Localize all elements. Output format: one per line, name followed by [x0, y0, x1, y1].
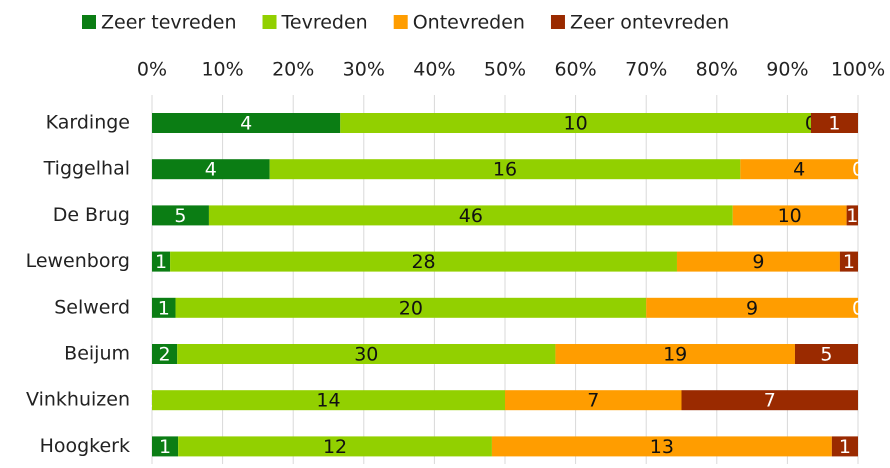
y-tick-label: Beijum	[64, 343, 130, 365]
data-label: 1	[846, 205, 858, 227]
x-tick-label: 80%	[696, 59, 738, 81]
bar-segment	[681, 390, 858, 411]
bar-segment	[794, 344, 858, 364]
bar-segment	[152, 297, 176, 318]
bar-segment	[208, 205, 733, 226]
data-label: 30	[354, 344, 378, 366]
legend-label: Ontevreden	[413, 12, 525, 34]
data-label: 13	[650, 436, 674, 458]
bar-segment	[491, 436, 832, 457]
x-tick-label: 30%	[343, 59, 385, 81]
data-label: 1	[159, 436, 171, 458]
bar-segment	[340, 113, 811, 133]
data-label: 7	[764, 390, 776, 412]
y-tick-label: Selwerd	[54, 296, 130, 318]
data-label: 9	[752, 251, 764, 273]
data-label: 12	[323, 436, 347, 458]
data-label: 16	[493, 159, 517, 181]
y-tick-label: Lewenborg	[26, 250, 130, 272]
x-tick-label: 90%	[766, 59, 808, 81]
data-label: 1	[158, 297, 170, 319]
data-label: 1	[155, 251, 167, 273]
legend-label: Zeer ontevreden	[570, 12, 729, 34]
bar-segment	[810, 113, 858, 133]
data-label: 1	[839, 436, 851, 458]
bar-segment	[175, 297, 647, 318]
bar-segment	[170, 251, 677, 272]
bar-segment	[740, 159, 858, 180]
bar-segment	[152, 113, 341, 133]
x-tick-label: 70%	[625, 59, 667, 81]
legend-swatch	[393, 15, 408, 29]
data-label: 9	[746, 297, 758, 319]
legend-label: Tevreden	[281, 12, 368, 34]
data-label: 7	[587, 390, 599, 412]
data-label: 20	[399, 297, 423, 319]
data-label: 10	[778, 205, 802, 227]
bar-segment	[152, 251, 171, 272]
x-tick-label: 40%	[413, 59, 455, 81]
y-tick-label: Vinkhuizen	[26, 389, 130, 411]
data-label: 4	[793, 159, 805, 181]
data-label: 4	[205, 159, 217, 181]
bar-segment	[152, 390, 505, 411]
y-tick-label: Kardinge	[46, 112, 130, 134]
x-tick-label: 60%	[554, 59, 596, 81]
data-label: 1	[828, 113, 840, 135]
legend-label: Zeer tevreden	[101, 12, 237, 34]
x-tick-label: 100%	[831, 59, 885, 81]
legend-swatch	[82, 15, 96, 29]
bar-segment	[152, 344, 178, 364]
data-label: 46	[459, 205, 483, 227]
x-tick-label: 50%	[484, 59, 526, 81]
bar-segment	[152, 436, 179, 457]
y-tick-label: De Brug	[53, 204, 130, 226]
legend-swatch	[262, 15, 277, 29]
data-label: 14	[316, 390, 340, 412]
data-label: 10	[564, 113, 588, 135]
data-label: 4	[240, 113, 252, 135]
bar-segment	[505, 390, 682, 411]
legend-swatch	[550, 15, 565, 29]
bar-segment	[839, 251, 858, 272]
bar-segment	[676, 251, 840, 272]
x-tick-label: 20%	[272, 59, 314, 81]
bar-segment	[269, 159, 741, 180]
bar-segment	[152, 205, 209, 226]
data-label: 28	[411, 251, 435, 273]
data-label: 0	[852, 159, 864, 181]
data-label: 19	[663, 344, 687, 366]
bar-segment	[177, 344, 556, 364]
bar-segment	[846, 205, 858, 226]
data-label: 5	[174, 205, 186, 227]
y-tick-label: Tiggelhal	[43, 158, 130, 180]
y-tick-label: Hoogkerk	[40, 435, 130, 457]
x-tick-label: 10%	[201, 59, 243, 81]
bar-segment	[555, 344, 795, 364]
bar-segment	[178, 436, 492, 457]
x-tick-label: 0%	[137, 59, 167, 81]
bar-segment	[152, 159, 270, 180]
bar-segment	[646, 297, 858, 318]
data-label: 2	[159, 344, 171, 366]
data-label: 1	[843, 251, 855, 273]
bar-segment	[831, 436, 858, 457]
data-label: 0	[852, 297, 864, 319]
bar-segment	[732, 205, 847, 226]
data-label: 5	[820, 344, 832, 366]
